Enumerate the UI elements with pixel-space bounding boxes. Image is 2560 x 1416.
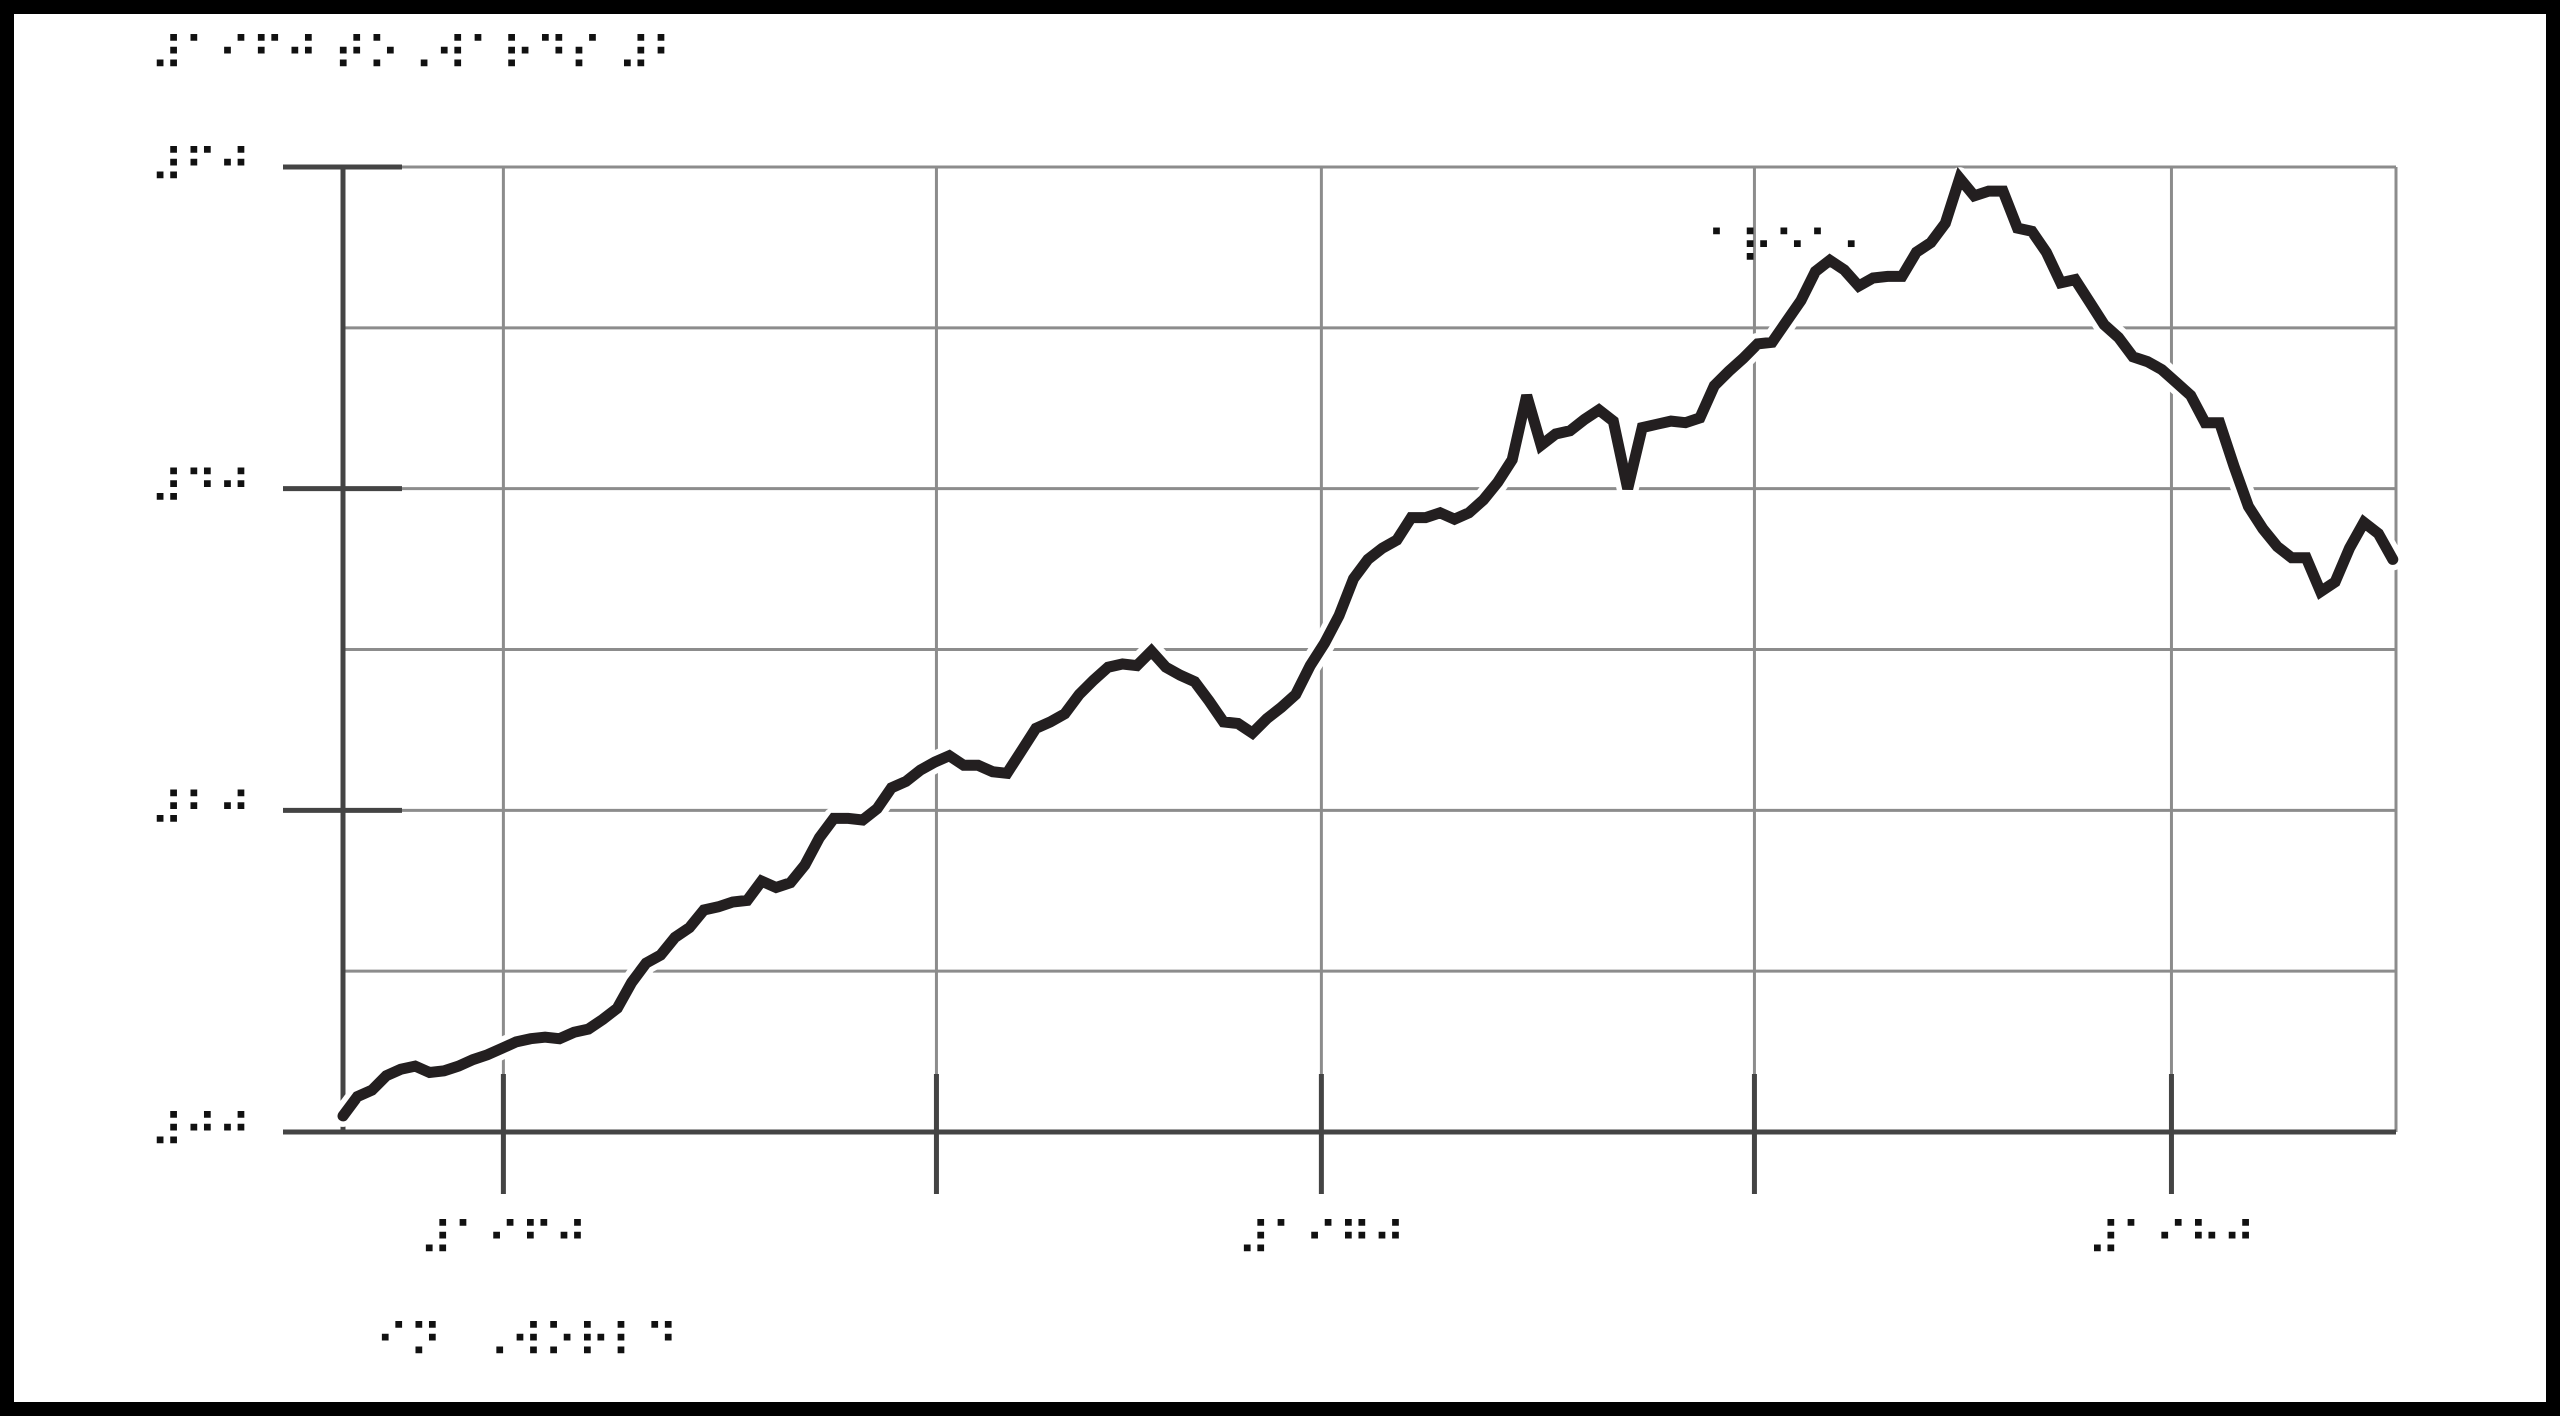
x-tick-label: ⠼⠁⠊⠛⠚ [1237, 1212, 1405, 1266]
y-tick-label: ⠼⠙⠚ [150, 461, 251, 515]
tick-labels: ⠼⠚⠚ ⠼⠃⠚ ⠼⠙⠚ ⠼⠋⠚ ⠼⠁⠊⠋⠚ ⠼⠁⠊⠛⠚ ⠼⠁⠊⠓⠚ [150, 139, 2256, 1266]
annotations: ⠁⠗⠑⠁⠂ ⠊⠝⠀⠠⠺⠕⠗⠇⠙⠀⠀⠀⠀ [375, 221, 1875, 1369]
chart-title: ⠼⠁⠊⠋⠚ ⠞⠕⠠⠺⠁⠗⠙⠎ ⠼⠃ [150, 27, 685, 81]
y-tick-label: ⠼⠋⠚ [150, 139, 251, 193]
x-tick-label: ⠼⠁⠊⠋⠚ [419, 1212, 587, 1266]
y-tick-label: ⠼⠃⠚ [150, 782, 251, 836]
chart-annotation: ⠊⠝⠀⠠⠺⠕⠗⠇⠙⠀⠀⠀⠀ [375, 1314, 813, 1368]
axes [283, 164, 2396, 1194]
grid-lines [343, 165, 2398, 1132]
chart-annotation: ⠁⠗⠑⠁⠂ [1706, 221, 1874, 275]
y-tick-label: ⠼⠚⠚ [150, 1104, 251, 1158]
x-tick-label: ⠼⠁⠊⠓⠚ [2087, 1212, 2255, 1266]
series-line [337, 167, 2399, 1122]
series-layer [332, 167, 2404, 1127]
